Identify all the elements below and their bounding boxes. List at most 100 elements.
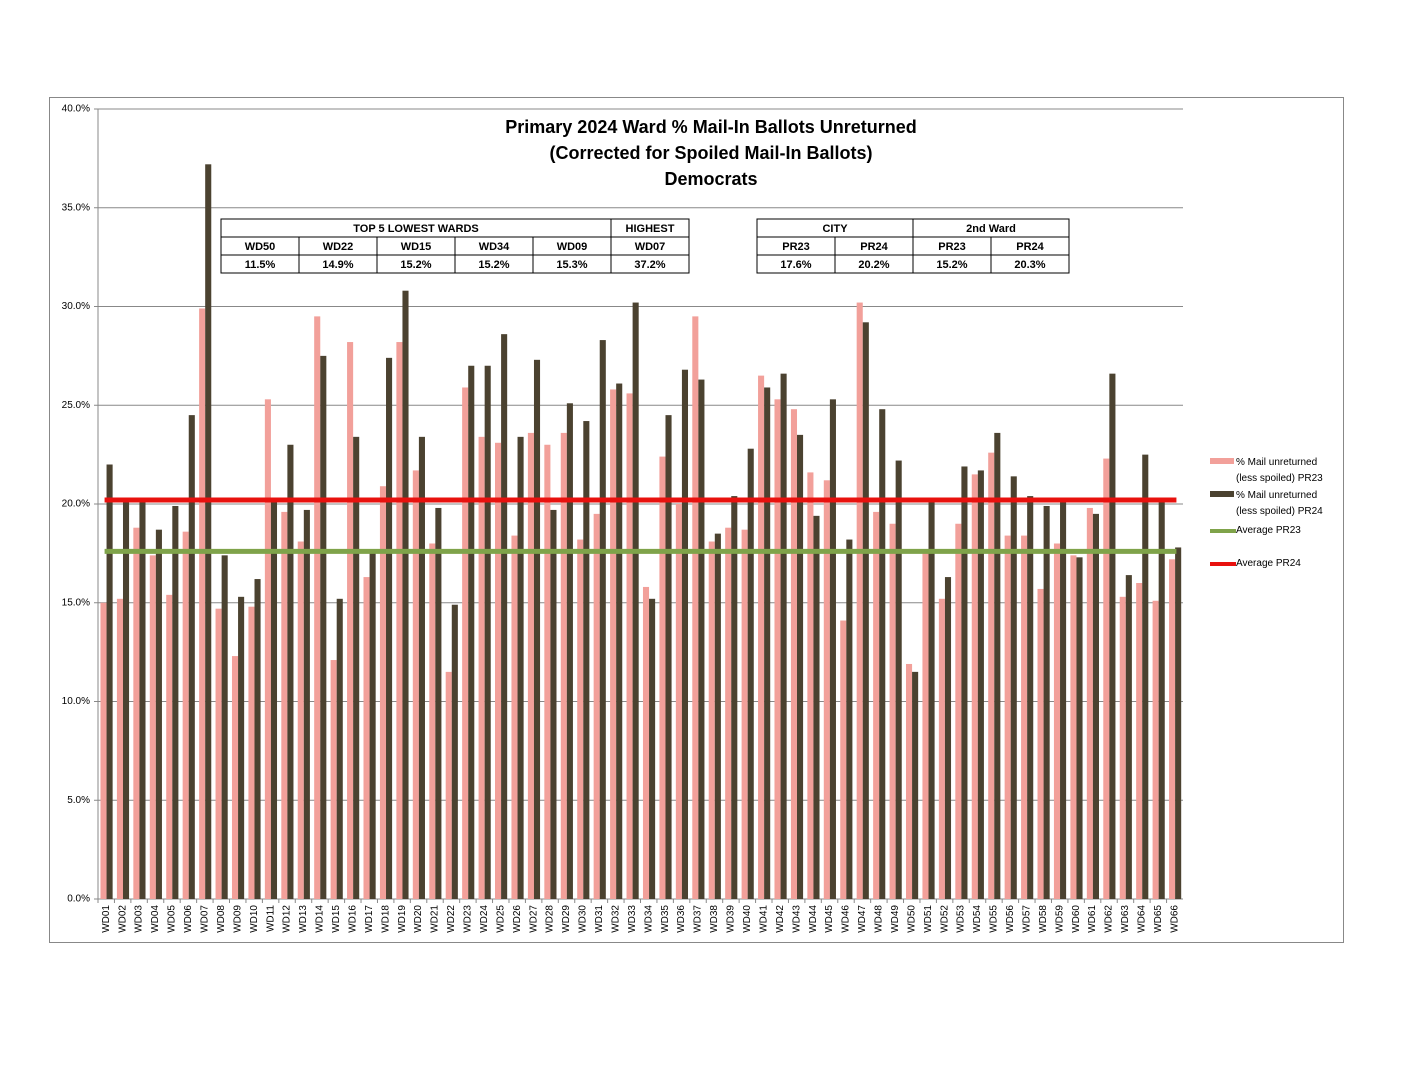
table-group-label: TOP 5 LOWEST WARDS [353,223,479,235]
bar [369,553,376,899]
bar [889,523,896,899]
x-tick-label: WD49 [890,905,901,933]
bar [402,290,409,899]
bar [100,602,107,899]
bar [747,448,754,899]
bar [846,539,853,899]
bar [599,340,606,899]
table-header: WD50 [245,241,276,253]
x-tick-label: WD37 [693,905,704,933]
bar [780,373,787,899]
x-tick-label: WD12 [282,905,293,933]
bar [1103,458,1110,899]
x-tick-label: WD26 [512,905,523,933]
x-tick-label: WD20 [413,905,424,933]
bar [797,434,804,899]
table-header: WD15 [401,241,432,253]
x-tick-label: WD25 [495,905,506,933]
legend-label: Average PR23 [1236,525,1301,536]
bar [435,507,442,899]
x-tick-label: WD22 [446,905,457,933]
bar [977,470,984,899]
x-tick-label: WD61 [1087,905,1098,933]
bar [879,409,886,899]
table-header: PR24 [1016,241,1044,253]
bar [593,513,600,899]
x-tick-label: WD62 [1104,905,1115,933]
bar [1086,507,1093,899]
bar [813,515,820,899]
y-tick-label: 35.0% [62,202,90,213]
y-tick-label: 40.0% [62,104,90,115]
x-tick-label: WD53 [956,905,967,933]
bar [659,456,666,899]
legend-label: Average PR24 [1236,558,1301,569]
bar [912,671,919,899]
bar [895,460,902,899]
bar [254,579,261,899]
x-tick-label: WD65 [1153,905,1164,933]
bar [1092,513,1099,899]
x-tick-label: WD07 [199,905,210,933]
y-tick-label: 10.0% [62,696,90,707]
bar [116,598,123,899]
bar [873,511,880,899]
bar [708,541,715,899]
table-header: PR23 [938,241,966,253]
bar [1125,575,1132,899]
bar [501,334,508,899]
table-group-label: HIGHEST [626,223,675,235]
bar [1004,535,1011,899]
table-group-label: CITY [822,223,848,235]
bar [320,355,327,899]
chart-title: Democrats [664,169,757,189]
bar [1136,583,1143,899]
bar [1169,559,1176,899]
table-header: PR24 [860,241,888,253]
bar [517,436,524,899]
bar [675,504,682,899]
bar [527,432,534,899]
x-tick-label: WD17 [364,905,375,933]
y-tick-label: 15.0% [62,597,90,608]
bar [533,359,541,899]
x-tick-label: WD48 [874,905,885,933]
x-tick-label: WD39 [726,905,737,933]
x-tick-label: WD18 [380,905,391,933]
bar [166,594,173,899]
bar [856,302,863,899]
x-tick-label: WD29 [561,905,572,933]
bar [823,480,830,899]
bar [955,523,962,899]
chart-title: (Corrected for Spoiled Mail-In Ballots) [549,143,872,163]
bar [396,342,403,899]
bar [774,399,781,899]
bar [971,474,978,899]
bar [347,342,354,899]
bar [610,389,617,899]
table-value: 15.3% [556,259,587,271]
x-tick-label: WD41 [758,905,769,933]
bar [287,444,294,899]
bar [412,470,419,899]
x-tick-label: WD42 [775,905,786,933]
bar [484,365,491,899]
bar [205,164,212,900]
x-tick-label: WD66 [1169,905,1180,933]
bar [264,399,271,899]
x-tick-label: WD04 [150,905,161,933]
table-value: 15.2% [478,259,509,271]
bar [445,671,452,899]
bar [961,466,968,899]
x-tick-label: WD28 [545,905,556,933]
bar [303,509,310,899]
bar [314,316,321,899]
bar [353,436,360,899]
bar [840,620,847,899]
bar [583,421,590,899]
table-group-label: 2nd Ward [966,223,1016,235]
bar [764,387,771,899]
x-tick-label: WD14 [315,905,326,933]
bar [790,409,798,899]
